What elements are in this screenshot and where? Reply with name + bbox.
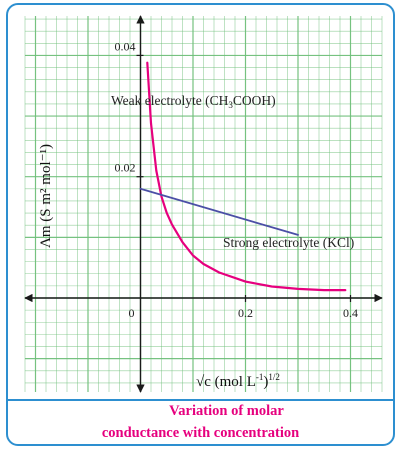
x-tick-label: 0.2 (238, 306, 253, 320)
series-line-weak-electrolyte (146, 61, 347, 292)
y-axis-label: Λm (S m² mol⁻¹) (38, 144, 54, 248)
series-line-strong-electrolyte (139, 187, 299, 236)
x-axis-label: √c (mol L-1)1/2 (196, 372, 280, 390)
y-tick-label: 0.02 (115, 161, 136, 175)
conductance-chart: 0 0.2 0.4 0.02 0.04 Weak electrolyte (CH3COOH… (24, 15, 383, 393)
grid (24, 16, 383, 392)
caption-line-1: Variation of molar (169, 403, 284, 419)
figure-frame (6, 3, 395, 446)
x-tick-label: 0.4 (343, 306, 358, 320)
annotation-weak-electrolyte: Weak electrolyte (CH3COOH) (111, 93, 276, 110)
x-tick-label: 0 (129, 306, 135, 320)
caption-line-2: conductance with concentration (101, 425, 300, 441)
y-tick-label: 0.04 (115, 39, 136, 53)
figure-caption: Variation of molar conductance with conc… (7, 400, 394, 444)
annotation-strong-electrolyte: Strong electrolyte (KCl) (223, 235, 354, 250)
caption-divider (7, 399, 394, 401)
